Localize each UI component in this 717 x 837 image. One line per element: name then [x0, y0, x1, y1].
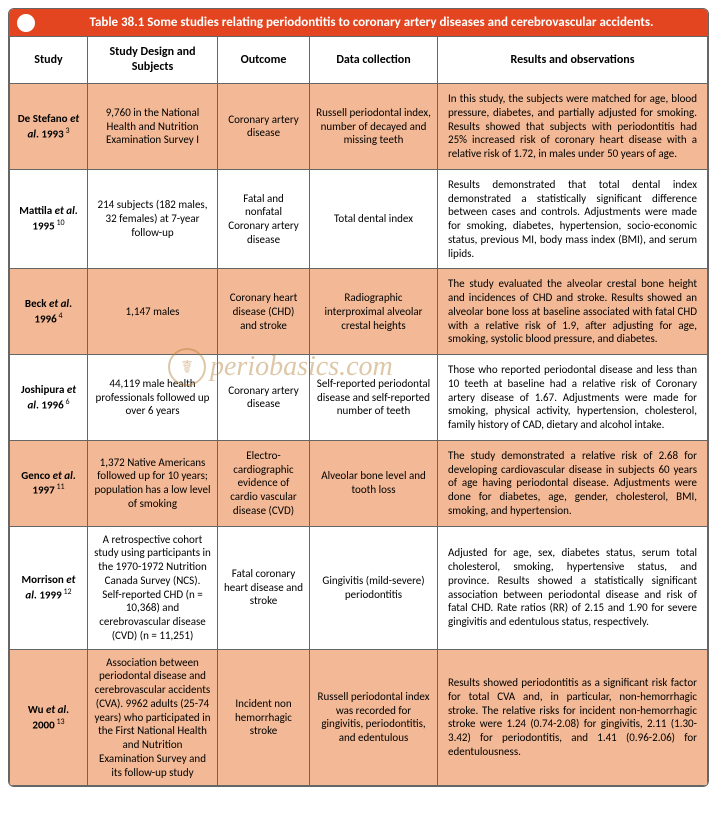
cell-results: Those who reported periodontal disease a… [438, 355, 708, 441]
table-row: De Stefano et al. 1993 39,760 in the Nat… [10, 84, 708, 170]
cell-study: Genco et al. 1997 11 [10, 440, 88, 526]
cell-results: The study demonstrated a relative risk o… [438, 440, 708, 526]
header-results: Results and observations [438, 37, 708, 84]
cell-outcome: Incident non hemorrhagic stroke [218, 649, 310, 786]
cell-design: 1,147 males [88, 269, 218, 355]
cell-design: 44,119 male health professionals followe… [88, 355, 218, 441]
table-body: De Stefano et al. 1993 39,760 in the Nat… [10, 84, 708, 786]
header-data: Data collection [310, 37, 438, 84]
cell-results: Results showed periodontitis as a signif… [438, 649, 708, 786]
cell-data: Gingivitis (mild-severe) periodontitis [310, 526, 438, 649]
cell-outcome: Coronary artery disease [218, 84, 310, 170]
cell-data: Alveolar bone level and tooth loss [310, 440, 438, 526]
cell-study: De Stefano et al. 1993 3 [10, 84, 88, 170]
cell-results: Results demonstrated that total dental i… [438, 169, 708, 269]
cell-outcome: Fatal coronary heart disease and stroke [218, 526, 310, 649]
header-row: Study Study Design and Subjects Outcome … [10, 37, 708, 84]
header-study: Study [10, 37, 88, 84]
cell-study: Joshipura et al. 1996 6 [10, 355, 88, 441]
cell-data: Self-reported periodontal disease and se… [310, 355, 438, 441]
cell-results: The study evaluated the alveolar crestal… [438, 269, 708, 355]
cell-design: 9,760 in the National Health and Nutriti… [88, 84, 218, 170]
table-row: Beck et al. 1996 41,147 malesCoronary he… [10, 269, 708, 355]
cell-study: Mattila et al. 1995 10 [10, 169, 88, 269]
cell-design: 1,372 Native Americans followed up for 1… [88, 440, 218, 526]
table-title: Table 38.1 Some studies relating periodo… [9, 9, 708, 36]
cell-design: 214 subjects (182 males, 32 females) at … [88, 169, 218, 269]
table-row: Morrison et al. 1999 12A retrospective c… [10, 526, 708, 649]
studies-table: Study Study Design and Subjects Outcome … [9, 36, 708, 786]
cell-study: Beck et al. 1996 4 [10, 269, 88, 355]
table-row: Joshipura et al. 1996 644,119 male healt… [10, 355, 708, 441]
cell-study: Wu et al. 2000 13 [10, 649, 88, 786]
table-row: Wu et al. 2000 13Association between per… [10, 649, 708, 786]
cell-results: Adjusted for age, sex, diabetes status, … [438, 526, 708, 649]
cell-outcome: Coronary heart disease (CHD) and stroke [218, 269, 310, 355]
cell-design: Association between periodontal disease … [88, 649, 218, 786]
table-container: Table 38.1 Some studies relating periodo… [8, 8, 709, 787]
cell-data: Radiographic interproximal alveolar cres… [310, 269, 438, 355]
cell-data: Total dental index [310, 169, 438, 269]
table-row: Genco et al. 1997 111,372 Native America… [10, 440, 708, 526]
cell-study: Morrison et al. 1999 12 [10, 526, 88, 649]
cell-outcome: Coronary artery disease [218, 355, 310, 441]
header-design: Study Design and Subjects [88, 37, 218, 84]
cell-data: Russell periodontal index, number of dec… [310, 84, 438, 170]
cell-results: In this study, the subjects were matched… [438, 84, 708, 170]
table-wrap: Table 38.1 Some studies relating periodo… [8, 8, 709, 787]
header-outcome: Outcome [218, 37, 310, 84]
cell-data: Russell periodontal index was recorded f… [310, 649, 438, 786]
cell-outcome: Fatal and nonfatal Coronary artery disea… [218, 169, 310, 269]
cell-outcome: Electro-cardiographic evidence of cardio… [218, 440, 310, 526]
cell-design: A retrospective cohort study using parti… [88, 526, 218, 649]
table-row: Mattila et al. 1995 10214 subjects (182 … [10, 169, 708, 269]
